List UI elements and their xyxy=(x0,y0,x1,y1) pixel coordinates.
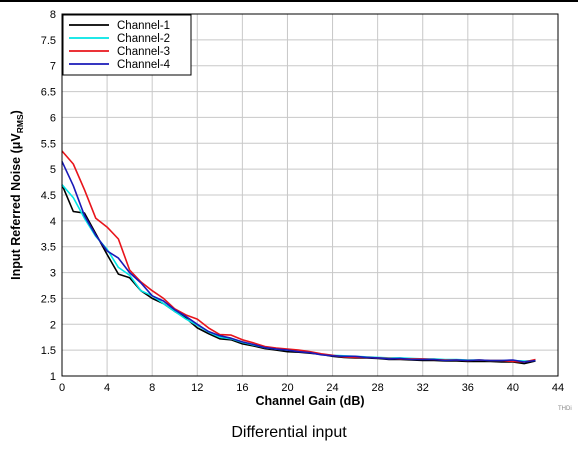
y-axis-label: Input Referred Noise (μVRMS) xyxy=(9,110,25,280)
y-tick-label: 4 xyxy=(50,216,56,228)
top-border-line xyxy=(0,0,578,2)
x-axis-label: Channel Gain (dB) xyxy=(255,394,364,408)
x-tick-label: 20 xyxy=(281,382,293,394)
legend-label: Channel-1 xyxy=(117,20,170,32)
x-tick-label: 32 xyxy=(417,382,429,394)
y-tick-label: 7 xyxy=(50,61,56,73)
series-line-channel-3 xyxy=(61,150,536,363)
y-tick-label: 3 xyxy=(50,268,56,280)
x-tick-label: 12 xyxy=(191,382,203,394)
plot-frame xyxy=(61,13,559,377)
y-tick-label: 6 xyxy=(50,112,56,124)
x-tick-label: 36 xyxy=(462,382,474,394)
x-tick-label: 8 xyxy=(149,382,155,394)
noise-vs-gain-chart: 1 1.5 2 2.5 3 3.5 4 4.5 5 5.5 6 6.5 7 7.5 8 0 4 8 12 16 20 24… xyxy=(9,9,564,408)
x-tick-label: 24 xyxy=(326,382,338,394)
y-tick-label: 4.5 xyxy=(41,190,56,202)
x-tick-label: 4 xyxy=(104,382,110,394)
legend-label: Channel-3 xyxy=(117,46,170,58)
chart-caption: Differential input xyxy=(231,424,347,441)
x-tick-label: 44 xyxy=(552,382,564,394)
y-tick-label: 6.5 xyxy=(41,87,56,99)
x-tick-label: 0 xyxy=(59,382,65,394)
legend-label: Channel-2 xyxy=(117,33,170,45)
corner-tag: THDi xyxy=(558,406,572,412)
series-lines xyxy=(61,150,536,365)
y-tick-label: 8 xyxy=(50,9,56,21)
series-line-channel-4 xyxy=(61,161,536,363)
tick-labels: 1 1.5 2 2.5 3 3.5 4 4.5 5 5.5 6 6.5 7 7.5 8 0 4 8 12 16 20 24… xyxy=(41,9,564,394)
y-tick-label: 5.5 xyxy=(41,138,56,150)
y-tick-label: 2.5 xyxy=(41,293,56,305)
y-tick-label: 3.5 xyxy=(41,242,56,254)
x-tick-label: 40 xyxy=(507,382,519,394)
legend-label: Channel-4 xyxy=(117,59,171,71)
x-tick-label: 28 xyxy=(372,382,384,394)
x-tick-label: 16 xyxy=(236,382,248,394)
y-tick-label: 1 xyxy=(50,371,56,383)
y-tick-label: 2 xyxy=(50,319,56,331)
y-tick-label: 5 xyxy=(50,164,56,176)
y-tick-label: 1.5 xyxy=(41,345,56,357)
y-tick-label: 7.5 xyxy=(41,35,56,47)
